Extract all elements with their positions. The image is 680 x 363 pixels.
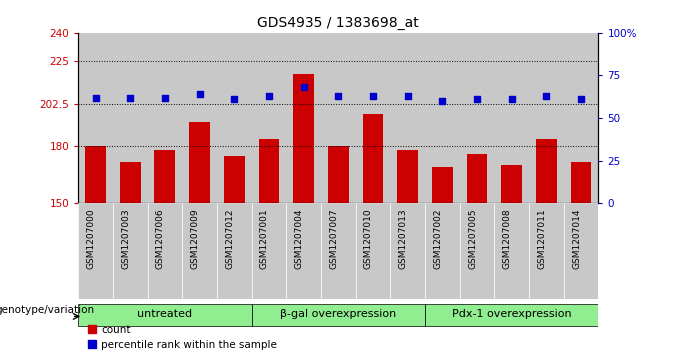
- Text: GSM1207002: GSM1207002: [433, 208, 442, 269]
- Bar: [78, 304, 252, 326]
- Bar: [356, 33, 390, 203]
- Bar: [494, 203, 529, 299]
- Text: GSM1207005: GSM1207005: [468, 208, 477, 269]
- Bar: [460, 33, 494, 203]
- Text: GSM1207011: GSM1207011: [537, 208, 546, 269]
- Bar: [328, 146, 349, 203]
- Bar: [432, 167, 453, 203]
- Bar: [189, 122, 210, 203]
- Point: [90, 95, 101, 101]
- Title: GDS4935 / 1383698_at: GDS4935 / 1383698_at: [258, 16, 419, 30]
- Bar: [390, 33, 425, 203]
- Bar: [154, 150, 175, 203]
- Bar: [460, 203, 494, 299]
- Text: GSM1207004: GSM1207004: [294, 208, 303, 269]
- Bar: [425, 33, 460, 203]
- Bar: [501, 166, 522, 203]
- Bar: [321, 203, 356, 299]
- Bar: [78, 203, 113, 299]
- Bar: [293, 74, 314, 203]
- Text: Pdx-1 overexpression: Pdx-1 overexpression: [452, 309, 571, 319]
- Bar: [148, 33, 182, 203]
- Point: [298, 84, 309, 90]
- Text: genotype/variation: genotype/variation: [0, 305, 95, 315]
- Bar: [564, 203, 598, 299]
- Text: GSM1207010: GSM1207010: [364, 208, 373, 269]
- Bar: [529, 33, 564, 203]
- Text: GSM1207006: GSM1207006: [156, 208, 165, 269]
- Point: [437, 98, 447, 104]
- Point: [402, 93, 413, 99]
- Text: GSM1207009: GSM1207009: [190, 208, 200, 269]
- Text: GSM1207007: GSM1207007: [329, 208, 338, 269]
- Point: [471, 96, 482, 102]
- Bar: [466, 154, 488, 203]
- Bar: [362, 114, 384, 203]
- Point: [333, 93, 343, 99]
- Bar: [390, 203, 425, 299]
- Bar: [252, 304, 425, 326]
- Bar: [252, 203, 286, 299]
- Bar: [252, 33, 286, 203]
- Bar: [217, 33, 252, 203]
- Bar: [78, 33, 113, 203]
- Text: GSM1207013: GSM1207013: [398, 208, 407, 269]
- Bar: [120, 162, 141, 203]
- Bar: [113, 203, 148, 299]
- Bar: [224, 156, 245, 203]
- Text: GSM1207001: GSM1207001: [260, 208, 269, 269]
- Bar: [258, 139, 279, 203]
- Bar: [182, 33, 217, 203]
- Point: [228, 96, 239, 102]
- Bar: [571, 162, 592, 203]
- Bar: [321, 33, 356, 203]
- Point: [159, 95, 170, 101]
- Point: [124, 95, 135, 101]
- Bar: [182, 203, 217, 299]
- Point: [575, 96, 586, 102]
- Bar: [536, 139, 557, 203]
- Text: untreated: untreated: [137, 309, 192, 319]
- Legend: count, percentile rank within the sample: count, percentile rank within the sample: [84, 321, 281, 354]
- Text: GSM1207008: GSM1207008: [503, 208, 511, 269]
- Text: GSM1207003: GSM1207003: [121, 208, 130, 269]
- Bar: [85, 146, 106, 203]
- Point: [541, 93, 551, 99]
- Bar: [286, 33, 321, 203]
- Bar: [425, 304, 598, 326]
- Bar: [494, 33, 529, 203]
- Point: [506, 96, 517, 102]
- Text: GSM1207000: GSM1207000: [86, 208, 95, 269]
- Text: GSM1207012: GSM1207012: [225, 208, 234, 269]
- Bar: [425, 203, 460, 299]
- Bar: [113, 33, 148, 203]
- Bar: [286, 203, 321, 299]
- Bar: [529, 203, 564, 299]
- Text: GSM1207014: GSM1207014: [572, 208, 581, 269]
- Point: [263, 93, 274, 99]
- Bar: [148, 203, 182, 299]
- Bar: [564, 33, 598, 203]
- Bar: [217, 203, 252, 299]
- Point: [367, 93, 378, 99]
- Text: β-gal overexpression: β-gal overexpression: [280, 309, 396, 319]
- Point: [194, 91, 205, 97]
- Bar: [397, 150, 418, 203]
- Bar: [356, 203, 390, 299]
